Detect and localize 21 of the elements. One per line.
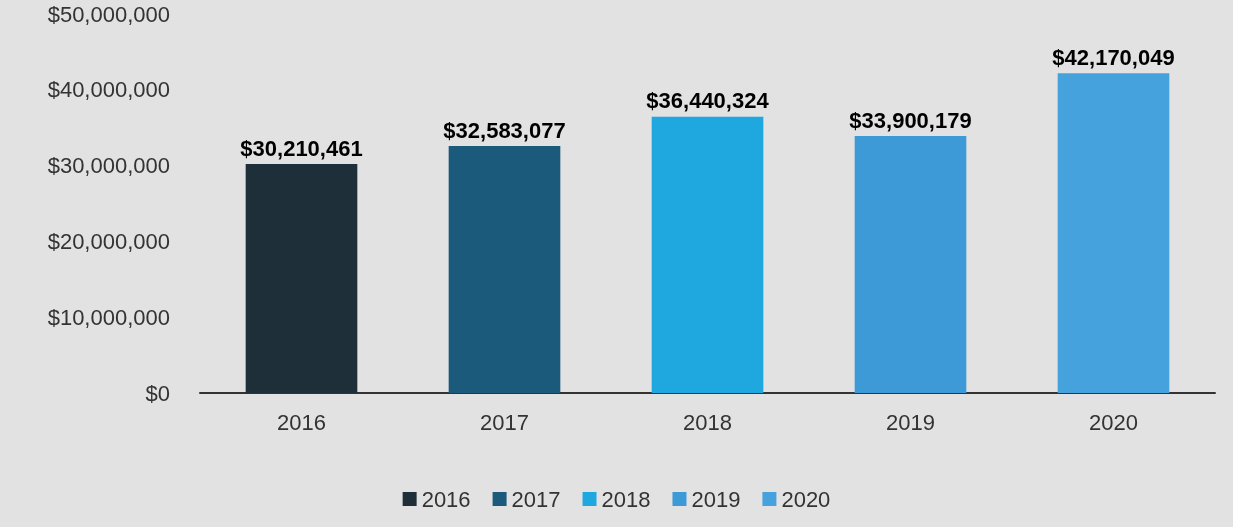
x-tick-label: 2020 (1089, 409, 1138, 435)
data-label: $36,440,324 (646, 88, 770, 114)
y-tick-label: $40,000,000 (47, 77, 170, 103)
x-tick-label: 2016 (277, 409, 326, 435)
legend-label: 2020 (781, 486, 831, 512)
legend-label: 2016 (421, 486, 471, 512)
data-label: $32,583,077 (443, 117, 566, 143)
y-tick-label: $50,000,000 (47, 1, 170, 27)
data-label: $30,210,461 (240, 135, 363, 161)
y-tick-label: $30,000,000 (47, 153, 170, 179)
data-label: $42,170,049 (1052, 44, 1175, 70)
y-tick-label: $20,000,000 (47, 228, 170, 254)
x-tick-label: 2017 (480, 409, 529, 435)
y-tick-label: $0 (145, 380, 170, 406)
data-label: $33,900,179 (849, 107, 972, 133)
legend-label: 2017 (511, 486, 561, 512)
y-tick-label: $10,000,000 (47, 304, 170, 330)
legend-label: 2019 (691, 486, 741, 512)
x-tick-label: 2019 (886, 409, 935, 435)
legend-label: 2018 (601, 486, 651, 512)
x-tick-label: 2018 (683, 409, 732, 435)
